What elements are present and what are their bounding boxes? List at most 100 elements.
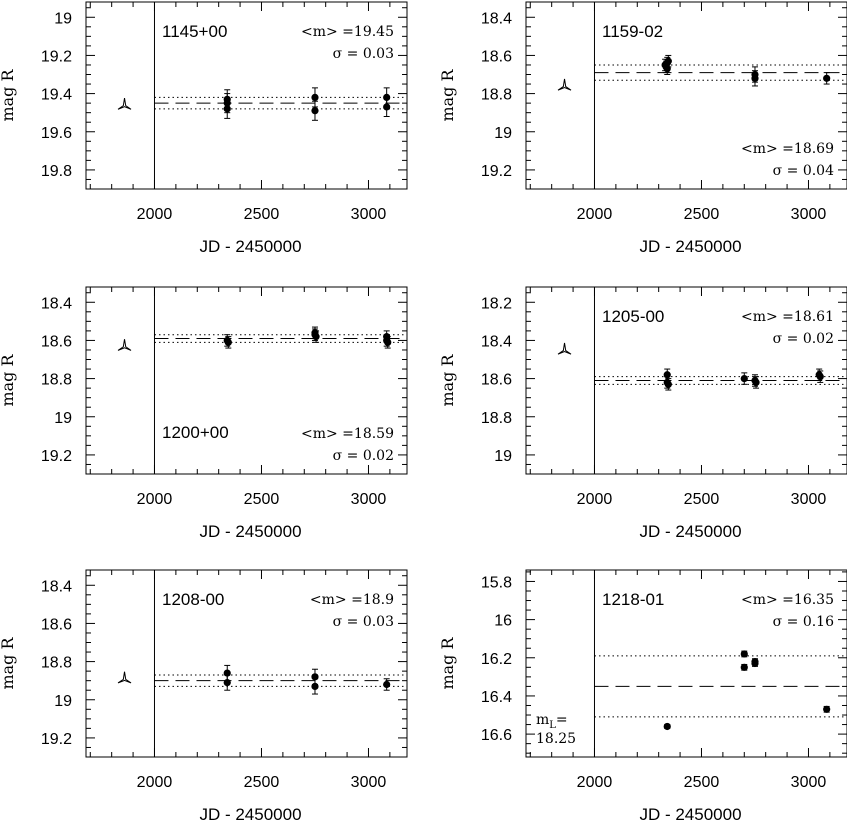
panel-title: 1208-00 xyxy=(162,590,224,609)
x-tick-label: 2000 xyxy=(577,491,613,508)
light-curve-panel-3: 2000 2500 3000 18.4 18.6 18.8 19 19.2 JD - 24500… xyxy=(0,286,408,541)
light-curve-panel-2: 2000 2500 3000 18.4 18.6 18.8 19 19.2 JD - 24500… xyxy=(438,1,847,256)
y-tick-label: 16.2 xyxy=(481,651,512,668)
mean-magnitude: <m> =16.35 xyxy=(741,592,834,608)
y-tick-label: 19.8 xyxy=(41,163,72,180)
y-tick-label: 19 xyxy=(494,125,512,142)
y-tick-label: 18.4 xyxy=(41,578,72,595)
data-point xyxy=(383,103,391,111)
y-axis-title: mag R xyxy=(0,637,17,690)
plot-frame xyxy=(85,569,408,758)
data-point xyxy=(223,105,231,113)
x-tick-label: 3000 xyxy=(351,774,387,791)
y-tick-label: 16 xyxy=(494,613,512,630)
panel-title: 1205-00 xyxy=(602,307,664,326)
y-tick-label: 18.4 xyxy=(481,10,512,27)
x-axis-title: JD - 2450000 xyxy=(199,522,301,541)
x-tick-label: 2500 xyxy=(684,491,720,508)
panel-title: 1145+00 xyxy=(162,22,227,41)
epoch-star-marker xyxy=(117,97,132,110)
x-tick-label: 2500 xyxy=(244,491,280,508)
x-axis-title: JD - 2450000 xyxy=(199,805,301,823)
sigma-value: σ = 0.16 xyxy=(773,614,834,630)
data-point xyxy=(740,374,748,383)
data-point xyxy=(311,682,319,690)
x-tick-label: 2000 xyxy=(577,774,613,791)
data-point xyxy=(224,338,232,346)
data-point xyxy=(663,65,671,73)
y-axis-title: mag R xyxy=(0,354,17,407)
data-point xyxy=(311,107,319,115)
sigma-value: σ = 0.02 xyxy=(333,448,394,464)
x-axis-title: JD - 2450000 xyxy=(639,522,741,541)
data-point xyxy=(312,333,320,341)
x-tick-label: 2000 xyxy=(577,206,613,223)
data-point xyxy=(384,338,392,346)
x-tick-label: 3000 xyxy=(791,774,827,791)
mean-magnitude: <m> =18.69 xyxy=(741,141,834,157)
y-tick-label: 18.8 xyxy=(481,410,512,427)
mean-magnitude: <m> =18.61 xyxy=(741,309,834,325)
panel-title: 1218-01 xyxy=(602,590,664,609)
y-axis-title: mag R xyxy=(438,69,457,122)
y-tick-label: 15.8 xyxy=(481,574,512,591)
y-tick-label: 19.4 xyxy=(41,87,72,104)
mean-magnitude: <m> =18.59 xyxy=(301,426,394,442)
x-tick-label: 2500 xyxy=(244,774,280,791)
y-tick-label: 19 xyxy=(54,10,72,27)
mean-magnitude: <m> =18.9 xyxy=(310,592,394,608)
y-tick-label: 19.2 xyxy=(41,731,72,748)
x-axis-title: JD - 2450000 xyxy=(199,237,301,256)
y-tick-label: 18.8 xyxy=(481,87,512,104)
data-point xyxy=(816,373,824,381)
data-point xyxy=(664,57,672,65)
x-tick-label: 3000 xyxy=(791,491,827,508)
plot-frame xyxy=(85,1,408,190)
data-point xyxy=(752,378,760,387)
sigma-value: σ = 0.03 xyxy=(333,614,394,630)
light-curve-panel-5: 2000 2500 3000 18.4 18.6 18.8 19 19.2 JD - 24500… xyxy=(0,569,408,823)
light-curve-panel-4: 2000 2500 3000 18.2 18.4 18.6 18.8 19 JD - 24500… xyxy=(438,286,847,541)
data-point xyxy=(751,659,759,668)
y-tick-label: 19.6 xyxy=(41,125,72,142)
data-point xyxy=(823,74,831,82)
sigma-value: σ = 0.02 xyxy=(773,331,834,347)
epoch-star-marker xyxy=(557,78,572,91)
light-curve-panel-6: 2000 2500 3000 15.8 16 16.2 16.4 16.6 JD - 24500… xyxy=(438,569,847,823)
x-tick-label: 2000 xyxy=(137,774,173,791)
y-tick-label: 18.6 xyxy=(41,616,72,633)
y-tick-label: 19 xyxy=(494,448,512,465)
x-tick-label: 2500 xyxy=(684,206,720,223)
plot-frame xyxy=(525,1,847,190)
y-tick-label: 19.2 xyxy=(41,448,72,465)
y-tick-label: 16.4 xyxy=(481,689,512,706)
y-tick-label: 18.8 xyxy=(41,655,72,672)
ml-value: 18.25 xyxy=(536,731,576,747)
y-tick-label: 18.8 xyxy=(41,372,72,389)
y-tick-label: 19.2 xyxy=(41,48,72,65)
sigma-value: σ = 0.04 xyxy=(773,163,834,179)
x-tick-label: 2500 xyxy=(684,774,720,791)
data-point xyxy=(383,680,391,689)
plot-frame xyxy=(85,286,408,475)
y-tick-label: 19 xyxy=(54,410,72,427)
mean-magnitude: <m> =19.45 xyxy=(301,24,394,40)
y-tick-label: 18.4 xyxy=(481,333,512,350)
x-tick-label: 3000 xyxy=(351,206,387,223)
epoch-star-marker xyxy=(117,339,132,351)
data-point xyxy=(740,663,748,671)
light-curve-panel-1: 2000 2500 3000 19 19.2 19.4 19.6 19.8 JD - 24500… xyxy=(0,1,408,256)
x-tick-label: 3000 xyxy=(791,206,827,223)
epoch-star-marker xyxy=(117,671,132,684)
ml-label: mL= xyxy=(536,712,568,731)
y-tick-label: 16.6 xyxy=(481,727,512,744)
x-tick-label: 2000 xyxy=(137,206,173,223)
x-tick-label: 2000 xyxy=(137,491,173,508)
y-tick-label: 19.2 xyxy=(481,163,512,180)
data-point xyxy=(223,678,231,687)
data-point xyxy=(740,650,748,658)
data-point xyxy=(823,705,831,713)
x-tick-label: 3000 xyxy=(351,491,387,508)
data-point xyxy=(664,380,672,388)
